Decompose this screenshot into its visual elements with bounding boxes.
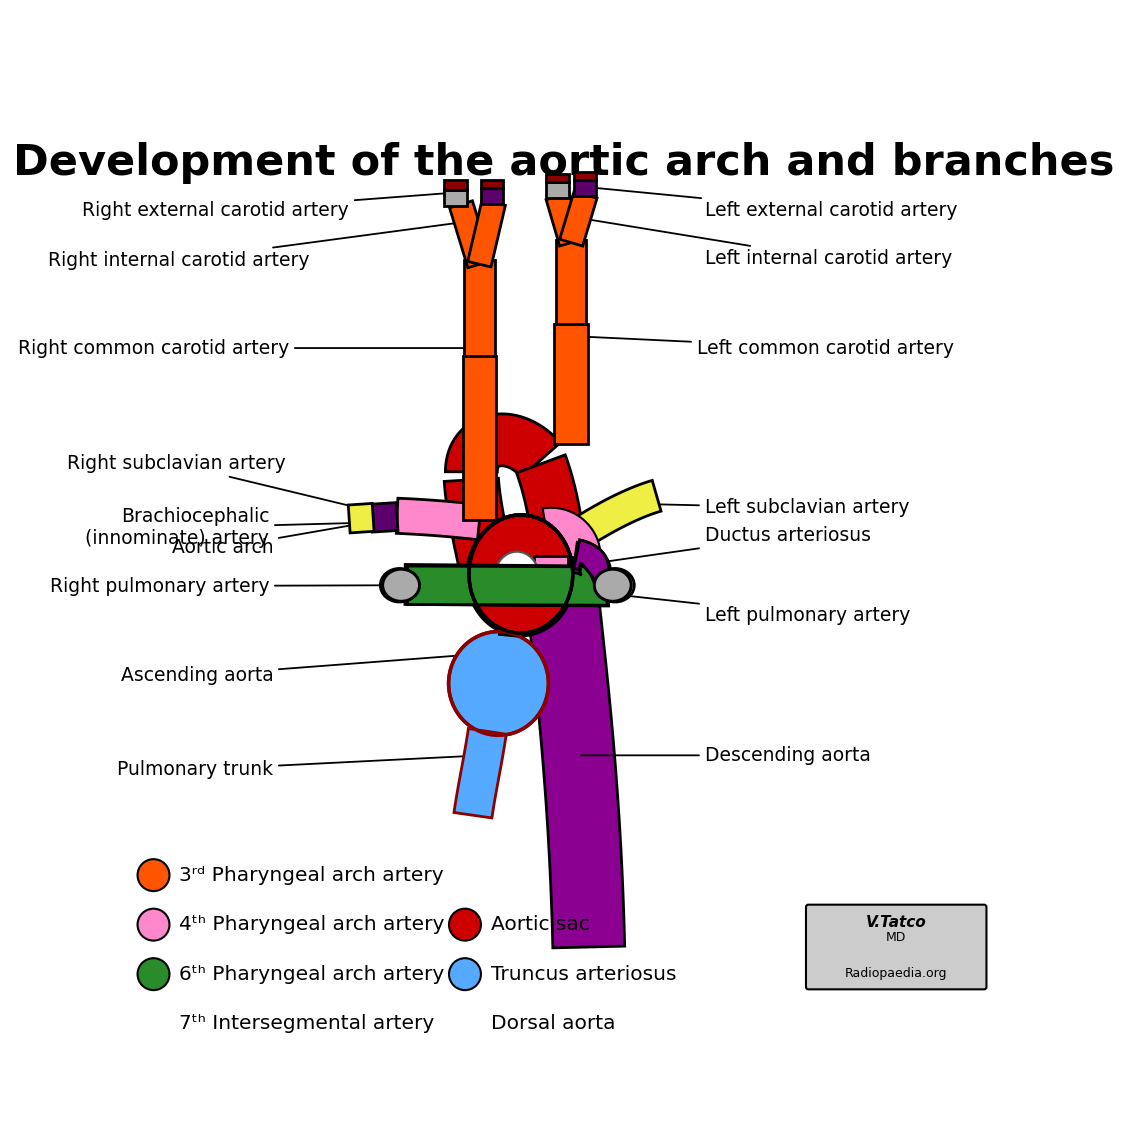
Polygon shape [555, 324, 588, 444]
Text: Aortic arch: Aortic arch [171, 502, 486, 557]
Text: Left pulmonary artery: Left pulmonary artery [614, 595, 910, 625]
Circle shape [138, 959, 169, 990]
Polygon shape [405, 564, 609, 606]
Polygon shape [446, 414, 561, 477]
Polygon shape [574, 540, 608, 586]
Circle shape [449, 1007, 481, 1040]
Ellipse shape [495, 552, 539, 602]
Text: Left subclavian artery: Left subclavian artery [635, 499, 909, 518]
Polygon shape [444, 478, 520, 602]
Text: MD: MD [885, 931, 907, 944]
Text: Right subclavian artery: Right subclavian artery [67, 454, 398, 518]
Polygon shape [552, 480, 661, 560]
Text: Development of the aortic arch and branches: Development of the aortic arch and branc… [14, 142, 1114, 184]
Ellipse shape [469, 516, 573, 633]
Polygon shape [574, 540, 608, 586]
Text: Right internal carotid artery: Right internal carotid artery [47, 219, 486, 270]
Polygon shape [349, 503, 374, 533]
Polygon shape [407, 566, 607, 605]
Ellipse shape [449, 631, 548, 735]
Text: Pulmonary trunk: Pulmonary trunk [117, 756, 479, 780]
Text: Ductus arteriosus: Ductus arteriosus [594, 526, 871, 563]
Polygon shape [453, 729, 506, 818]
Text: 4ᵗʰ Pharyngeal arch artery: 4ᵗʰ Pharyngeal arch artery [179, 915, 444, 934]
Text: Right common carotid artery: Right common carotid artery [18, 339, 474, 358]
Circle shape [449, 909, 481, 940]
Text: Left external carotid artery: Left external carotid artery [585, 187, 957, 220]
Polygon shape [573, 172, 596, 180]
Circle shape [138, 859, 169, 891]
Polygon shape [371, 503, 398, 533]
Ellipse shape [382, 569, 420, 602]
Polygon shape [546, 182, 569, 198]
Polygon shape [396, 499, 482, 539]
Polygon shape [517, 454, 587, 580]
Ellipse shape [594, 569, 631, 602]
Ellipse shape [596, 569, 634, 602]
Circle shape [138, 1007, 169, 1040]
Polygon shape [481, 180, 503, 188]
Text: Ascending aorta: Ascending aorta [121, 651, 509, 685]
Ellipse shape [495, 552, 539, 602]
Polygon shape [465, 261, 494, 356]
Text: 7ᵗʰ Intersegmental artery: 7ᵗʰ Intersegmental artery [179, 1014, 434, 1033]
Text: V.Tatco: V.Tatco [866, 915, 926, 930]
Polygon shape [559, 191, 597, 246]
Polygon shape [500, 587, 527, 637]
Circle shape [138, 909, 169, 940]
Polygon shape [573, 543, 610, 589]
Polygon shape [444, 180, 467, 190]
Polygon shape [556, 240, 587, 324]
Polygon shape [481, 188, 503, 204]
Text: Aortic sac: Aortic sac [491, 915, 589, 934]
Polygon shape [444, 190, 467, 206]
Ellipse shape [469, 516, 573, 633]
Text: Brachiocephalic
(innominate) artery: Brachiocephalic (innominate) artery [86, 508, 442, 548]
Polygon shape [546, 193, 583, 246]
Ellipse shape [494, 552, 540, 604]
Polygon shape [525, 576, 625, 948]
Circle shape [449, 959, 481, 990]
Polygon shape [462, 356, 496, 520]
Ellipse shape [380, 569, 418, 602]
Text: Truncus arteriosus: Truncus arteriosus [491, 964, 676, 983]
Text: Radiopaedia.org: Radiopaedia.org [845, 966, 948, 980]
Text: 6ᵗʰ Pharyngeal arch artery: 6ᵗʰ Pharyngeal arch artery [179, 964, 444, 983]
Polygon shape [535, 555, 569, 576]
Polygon shape [546, 174, 569, 182]
Text: Descending aorta: Descending aorta [581, 746, 871, 765]
Text: Left internal carotid artery: Left internal carotid artery [572, 216, 952, 269]
FancyBboxPatch shape [807, 904, 987, 989]
Ellipse shape [467, 516, 575, 636]
Polygon shape [407, 566, 607, 605]
Text: Right pulmonary artery: Right pulmonary artery [50, 577, 400, 596]
Polygon shape [468, 201, 505, 267]
Wedge shape [543, 508, 601, 557]
Polygon shape [573, 180, 596, 196]
Ellipse shape [382, 569, 420, 602]
Text: Dorsal aorta: Dorsal aorta [491, 1014, 615, 1033]
Text: 3ʳᵈ Pharyngeal arch artery: 3ʳᵈ Pharyngeal arch artery [179, 866, 443, 885]
Ellipse shape [594, 569, 631, 602]
Text: Left common carotid artery: Left common carotid artery [574, 337, 953, 358]
Text: Right external carotid artery: Right external carotid artery [82, 193, 456, 220]
Polygon shape [450, 201, 491, 267]
